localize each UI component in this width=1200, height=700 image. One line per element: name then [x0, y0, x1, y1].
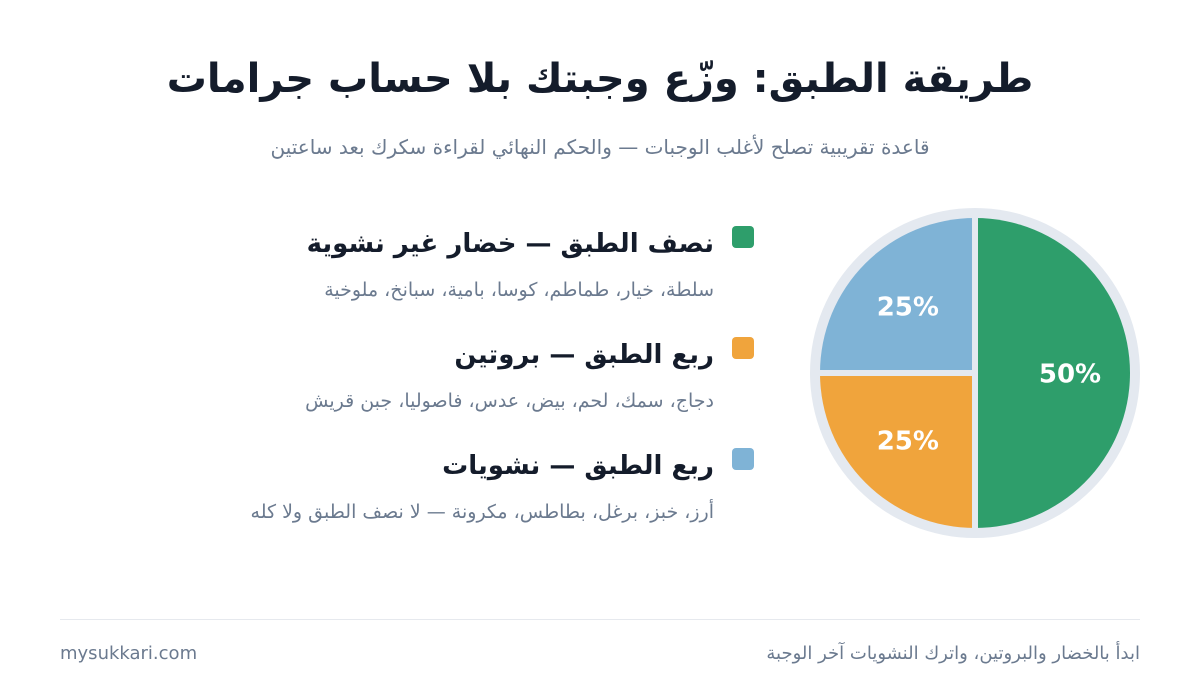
legend-item-protein: ربع الطبق — بروتين دجاج، سمك، لحم، بيض، … [194, 333, 754, 444]
page-title: طريقة الطبق: وزّع وجبتك بلا حساب جرامات [166, 56, 1034, 102]
label-vegetables-pct: 50% [1039, 360, 1101, 390]
swatch-protein [732, 337, 754, 359]
legend-title-vegetables: نصف الطبق — خضار غير نشوية [306, 229, 714, 259]
footer-tip: ابدأ بالخضار والبروتين، واترك النشويات آ… [766, 643, 1140, 664]
legend-title-protein: ربع الطبق — بروتين [454, 340, 714, 370]
legend-examples-vegetables: سلطة، خيار، طماطم، كوسا، بامية، سبانخ، م… [324, 279, 714, 301]
plate-pie-chart: 50% 25% 25% [810, 208, 1140, 538]
footer-site-link[interactable]: mysukkari.com [60, 643, 198, 664]
legend-examples-protein: دجاج، سمك، لحم، بيض، عدس، فاصوليا، جبن ق… [305, 390, 714, 412]
label-starch-pct: 25% [877, 292, 939, 322]
swatch-starch [732, 448, 754, 470]
legend-title-starch: ربع الطبق — نشويات [442, 451, 714, 481]
slice-starch [820, 218, 975, 373]
legend-item-vegetables: نصف الطبق — خضار غير نشوية سلطة، خيار، ط… [194, 222, 754, 333]
legend: نصف الطبق — خضار غير نشوية سلطة، خيار، ط… [194, 222, 754, 555]
plate-svg: 50% 25% 25% [810, 208, 1140, 538]
label-protein-pct: 25% [877, 427, 939, 457]
slice-vegetables [975, 218, 1130, 528]
swatch-vegetables [732, 226, 754, 248]
legend-examples-starch: أرز، خبز، برغل، بطاطس، مكرونة — لا نصف ا… [250, 501, 714, 523]
page-subtitle: قاعدة تقريبية تصلح لأغلب الوجبات — والحك… [270, 135, 930, 159]
slice-protein [820, 373, 975, 528]
legend-item-starch: ربع الطبق — نشويات أرز، خبز، برغل، بطاطس… [194, 444, 754, 555]
footer-divider [60, 619, 1140, 620]
